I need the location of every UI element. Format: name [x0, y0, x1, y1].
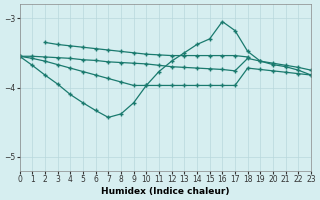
X-axis label: Humidex (Indice chaleur): Humidex (Indice chaleur)	[101, 187, 229, 196]
